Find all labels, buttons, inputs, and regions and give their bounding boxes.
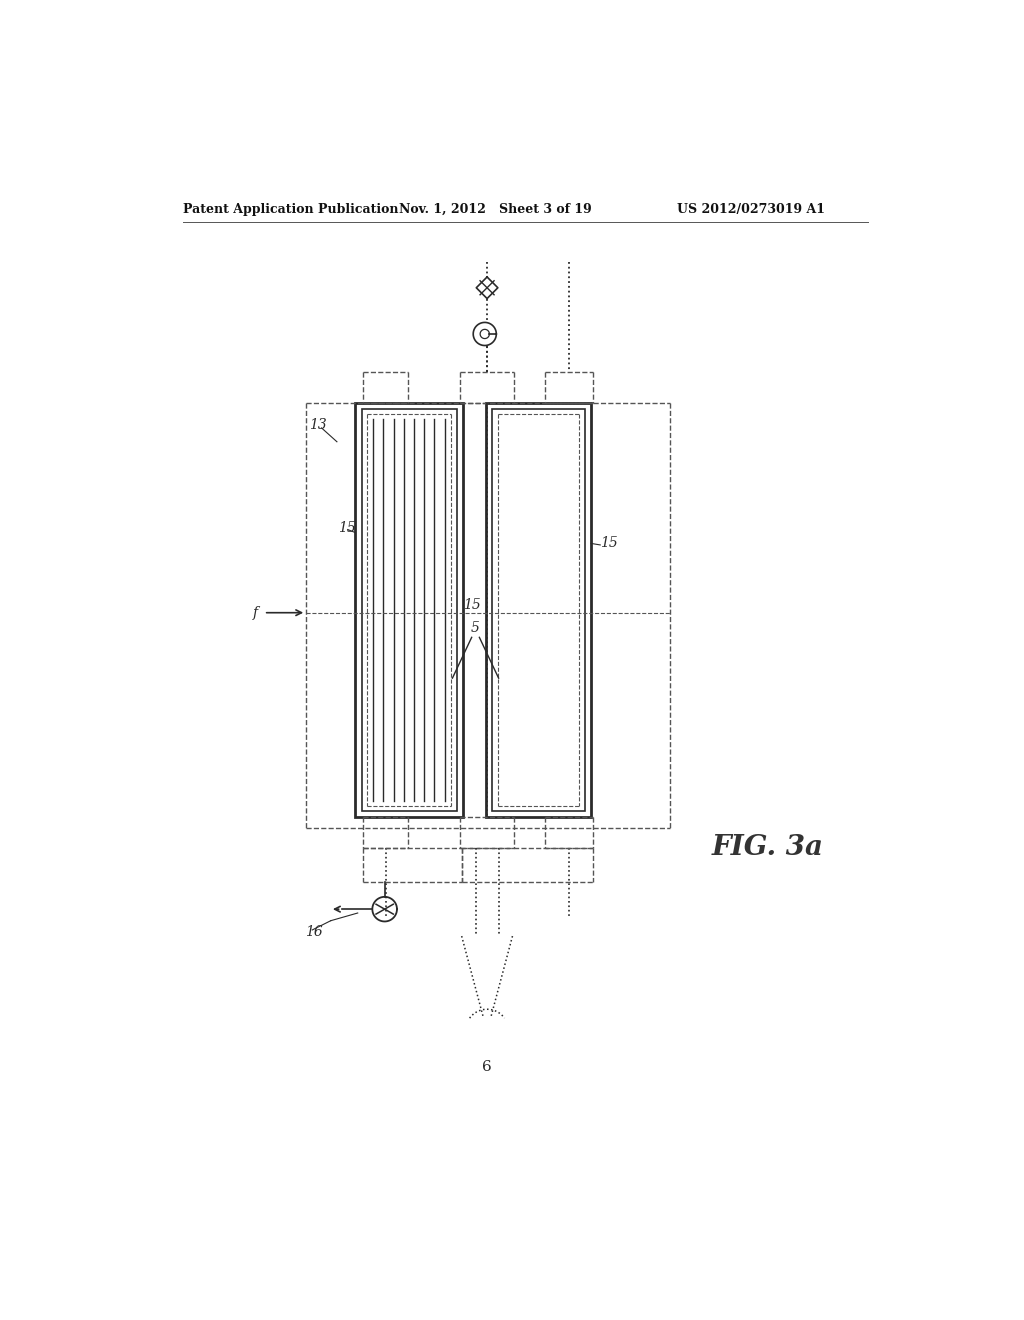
Text: 5: 5 <box>471 622 480 635</box>
Bar <box>486 404 591 817</box>
Text: US 2012/0273019 A1: US 2012/0273019 A1 <box>677 203 825 216</box>
Text: FIG. 3a: FIG. 3a <box>712 834 824 861</box>
Text: Nov. 1, 2012   Sheet 3 of 19: Nov. 1, 2012 Sheet 3 of 19 <box>398 203 591 216</box>
Text: 15: 15 <box>463 598 480 612</box>
Text: Patent Application Publication: Patent Application Publication <box>183 203 398 216</box>
Bar <box>361 409 457 810</box>
Text: 15: 15 <box>339 521 356 535</box>
Text: 6: 6 <box>482 1060 492 1074</box>
Text: 16: 16 <box>304 925 323 940</box>
Text: f: f <box>253 606 258 619</box>
Bar <box>355 404 463 817</box>
Text: 13: 13 <box>309 418 327 432</box>
Bar <box>493 409 585 810</box>
Text: 15: 15 <box>600 536 618 550</box>
